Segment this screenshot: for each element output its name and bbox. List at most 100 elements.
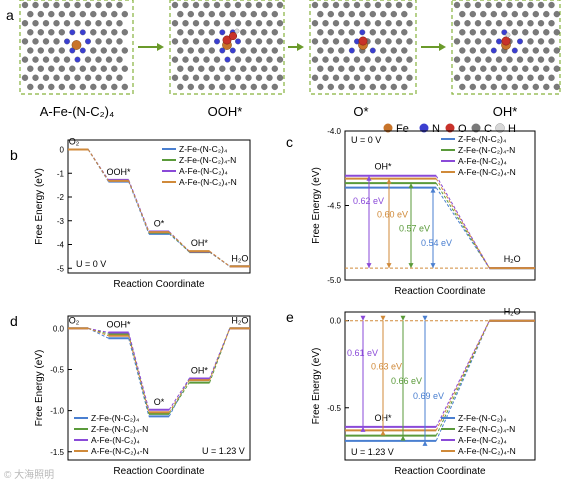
- carbon-atom: [380, 65, 387, 72]
- carbon-atom: [53, 74, 60, 81]
- watermark: © 大海照明: [4, 468, 54, 481]
- carbon-atom: [532, 65, 539, 72]
- overpotential-label: 0.62 eV: [353, 196, 384, 206]
- carbon-atom: [250, 83, 257, 91]
- carbon-atom: [374, 20, 382, 27]
- carbon-atom: [95, 38, 102, 45]
- carbon-atom: [240, 83, 247, 91]
- carbon-atom: [495, 20, 503, 27]
- connector: [88, 327, 109, 337]
- carbon-atom: [58, 83, 65, 91]
- carbon-atom: [390, 47, 397, 54]
- carbon-atom: [338, 47, 345, 54]
- carbon-atom: [111, 65, 118, 72]
- carbon-atom: [198, 47, 205, 54]
- carbon-atom: [171, 74, 179, 81]
- carbon-atom: [348, 10, 355, 18]
- y-axis-label: Free Energy (eV): [34, 168, 45, 245]
- legend-label: Z-Fe-(N-C₂)₄: [179, 144, 228, 154]
- legend-label: Z-Fe-(N-C₂)₄-N: [179, 155, 236, 165]
- carbon-atom: [234, 1, 242, 9]
- carbon-atom: [506, 74, 513, 81]
- carbon-atom: [485, 74, 492, 81]
- carbon-atom: [401, 83, 408, 91]
- connector: [88, 327, 109, 333]
- carbon-atom: [459, 65, 466, 72]
- carbon-atom: [100, 10, 107, 18]
- carbon-atom: [255, 38, 263, 45]
- carbon-atom: [42, 1, 50, 9]
- carbon-atom: [516, 74, 524, 81]
- connector: [128, 181, 150, 234]
- carbon-atom: [364, 1, 371, 9]
- overpotential-annotations: 0.62 eV 0.60 eV 0.57 eV 0.54 eV: [353, 175, 452, 269]
- carbon-atom: [317, 10, 324, 18]
- arrow-head: [430, 187, 436, 193]
- carbon-atom: [469, 65, 476, 72]
- carbon-atom: [261, 29, 268, 36]
- carbon-atom: [338, 65, 345, 72]
- carbon-atom: [364, 20, 371, 27]
- carbon-atom: [95, 1, 102, 9]
- carbon-atom: [385, 38, 392, 45]
- carbon-atom: [501, 10, 508, 18]
- carbon-atom: [198, 29, 205, 36]
- carbon-atom: [192, 20, 200, 27]
- carbon-atom: [187, 47, 194, 54]
- state-label: H₂O: [231, 253, 248, 263]
- arrow-head: [422, 440, 428, 446]
- legend-label: Z-Fe-(N-C₂)₄: [91, 413, 140, 423]
- carbon-atom: [111, 29, 118, 36]
- overpotential-label: 0.61 eV: [347, 348, 378, 358]
- carbon-atom: [261, 47, 268, 54]
- carbon-atom: [187, 29, 194, 36]
- carbon-atom: [171, 1, 179, 9]
- connector: [435, 320, 490, 428]
- arrow-head: [366, 175, 372, 181]
- legend-label: A-Fe-(N-C₂)₄-N: [91, 446, 149, 456]
- carbon-atom: [63, 74, 71, 81]
- nitrogen-atom: [79, 29, 86, 36]
- carbon-atom: [327, 65, 334, 72]
- carbon-atom: [338, 10, 345, 18]
- carbon-atom: [208, 10, 215, 18]
- carbon-atom: [42, 20, 50, 27]
- process-arrows: [138, 43, 446, 51]
- carbon-atom: [203, 20, 210, 27]
- x-axis-label: Reaction Coordinate: [394, 286, 486, 297]
- connector: [209, 328, 231, 381]
- atom-legend-n: N: [432, 123, 440, 135]
- nitrogen-atom: [496, 38, 502, 45]
- carbon-atom: [332, 20, 340, 27]
- carbon-atom: [495, 56, 503, 63]
- carbon-atom: [490, 29, 497, 36]
- nitrogen-atom: [490, 47, 497, 54]
- carbon-atom: [255, 74, 263, 81]
- carbon-atom: [105, 74, 113, 81]
- connector: [435, 320, 490, 431]
- carbon-atom: [58, 47, 65, 54]
- connector: [128, 335, 150, 413]
- plot-frame: [67, 315, 251, 461]
- carbon-atom: [177, 47, 184, 54]
- carbon-atom: [266, 38, 273, 45]
- carbon-atom: [116, 1, 123, 9]
- connector: [435, 178, 490, 269]
- panel-label-b: b: [10, 147, 18, 163]
- carbon-atom: [177, 29, 184, 36]
- carbon-atom: [48, 83, 55, 91]
- connector: [128, 338, 150, 417]
- carbon-atom: [229, 83, 236, 91]
- fe-atom-icon: [383, 123, 393, 133]
- state-label: O*: [154, 397, 165, 407]
- nitrogen-atom: [69, 47, 76, 54]
- carbon-atom: [390, 83, 397, 91]
- oxygen-atom: [228, 31, 238, 41]
- carbon-atom: [245, 38, 252, 45]
- iron-atom: [71, 40, 82, 50]
- carbon-atom: [332, 56, 340, 63]
- legend-label: A-Fe-(N-C₂)₄-N: [458, 167, 516, 177]
- structure-label-4: OH*: [493, 104, 518, 119]
- carbon-atom: [245, 74, 252, 81]
